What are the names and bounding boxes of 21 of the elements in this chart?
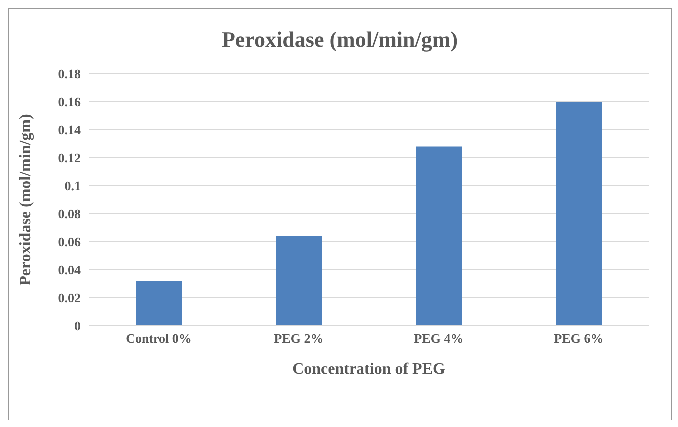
y-tick-label: 0.02 — [58, 290, 81, 306]
x-axis-title: Concentration of PEG — [292, 361, 446, 378]
y-tick-label: 0.14 — [58, 122, 82, 138]
y-axis-title: Peroxidase (mol/min/gm) — [18, 114, 35, 286]
chart-title: Peroxidase (mol/min/gm) — [220, 27, 460, 53]
y-tick-label: 0.16 — [58, 94, 82, 110]
y-tick-label: 0.06 — [58, 234, 82, 250]
y-tick-label: 0.18 — [58, 66, 82, 82]
y-tick-label: 0.04 — [58, 262, 82, 278]
y-tick-label: 0.12 — [58, 150, 81, 166]
y-tick-label: 0.08 — [58, 206, 82, 222]
bar — [416, 146, 462, 326]
x-tick-label: PEG 6% — [554, 331, 604, 346]
bar — [136, 281, 182, 326]
bar — [276, 236, 322, 326]
y-tick-label: 0.1 — [64, 178, 81, 194]
y-tick-label: 0 — [74, 318, 81, 334]
x-tick-label: PEG 2% — [274, 331, 324, 346]
x-tick-label: PEG 4% — [414, 331, 464, 346]
bar — [556, 102, 602, 326]
x-tick-label: Control 0% — [126, 331, 192, 346]
